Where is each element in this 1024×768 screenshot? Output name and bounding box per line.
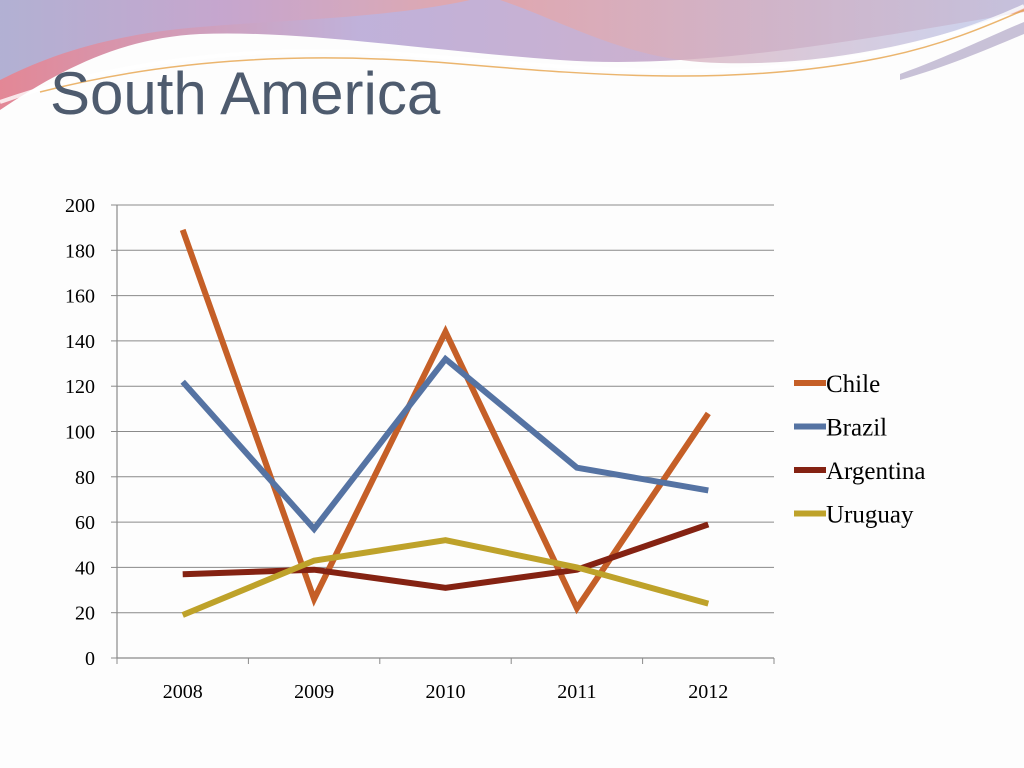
y-tick-label-120: 120 (65, 376, 95, 398)
y-tick-label-160: 160 (65, 286, 95, 308)
series-lines (179, 228, 711, 618)
legend-item-brazil: Brazil (794, 415, 887, 442)
x-tick-label-2012: 2012 (688, 681, 728, 703)
legend-label-uruguay: Uruguay (826, 502, 914, 529)
legend-item-uruguay: Uruguay (794, 502, 914, 529)
y-tick-label-20: 20 (75, 603, 95, 625)
x-tick-label-2010: 2010 (426, 681, 466, 703)
axes (111, 204, 775, 664)
x-tick-label-2011: 2011 (557, 681, 596, 703)
y-tick-label-0: 0 (85, 648, 95, 670)
y-axis-tick-labels: 0 20 40 60 80 100 120 140 160 180 200 (65, 195, 95, 670)
y-tick-label-140: 140 (65, 331, 95, 353)
y-tick-label-180: 180 (65, 240, 95, 262)
y-tick-label-40: 40 (75, 557, 95, 579)
legend-item-argentina: Argentina (794, 458, 926, 485)
y-tick-label-60: 60 (75, 512, 95, 534)
x-axis-tick-labels: 2008 2009 2010 2011 2012 (163, 681, 729, 703)
y-tick-label-200: 200 (65, 195, 95, 217)
decorative-wave-banner (0, 0, 1024, 110)
legend-label-chile: Chile (826, 371, 880, 398)
x-tick-label-2008: 2008 (163, 681, 203, 703)
y-tick-label-80: 80 (75, 467, 95, 489)
slide-title: South America (50, 60, 441, 127)
legend-item-chile: Chile (794, 371, 880, 398)
y-tick-label-100: 100 (65, 422, 95, 444)
x-tick-label-2009: 2009 (294, 681, 334, 703)
gridlines (117, 204, 774, 614)
legend-label-brazil: Brazil (826, 415, 887, 442)
legend-label-argentina: Argentina (826, 458, 926, 485)
legend: Chile Brazil Argentina Uruguay (794, 371, 926, 529)
